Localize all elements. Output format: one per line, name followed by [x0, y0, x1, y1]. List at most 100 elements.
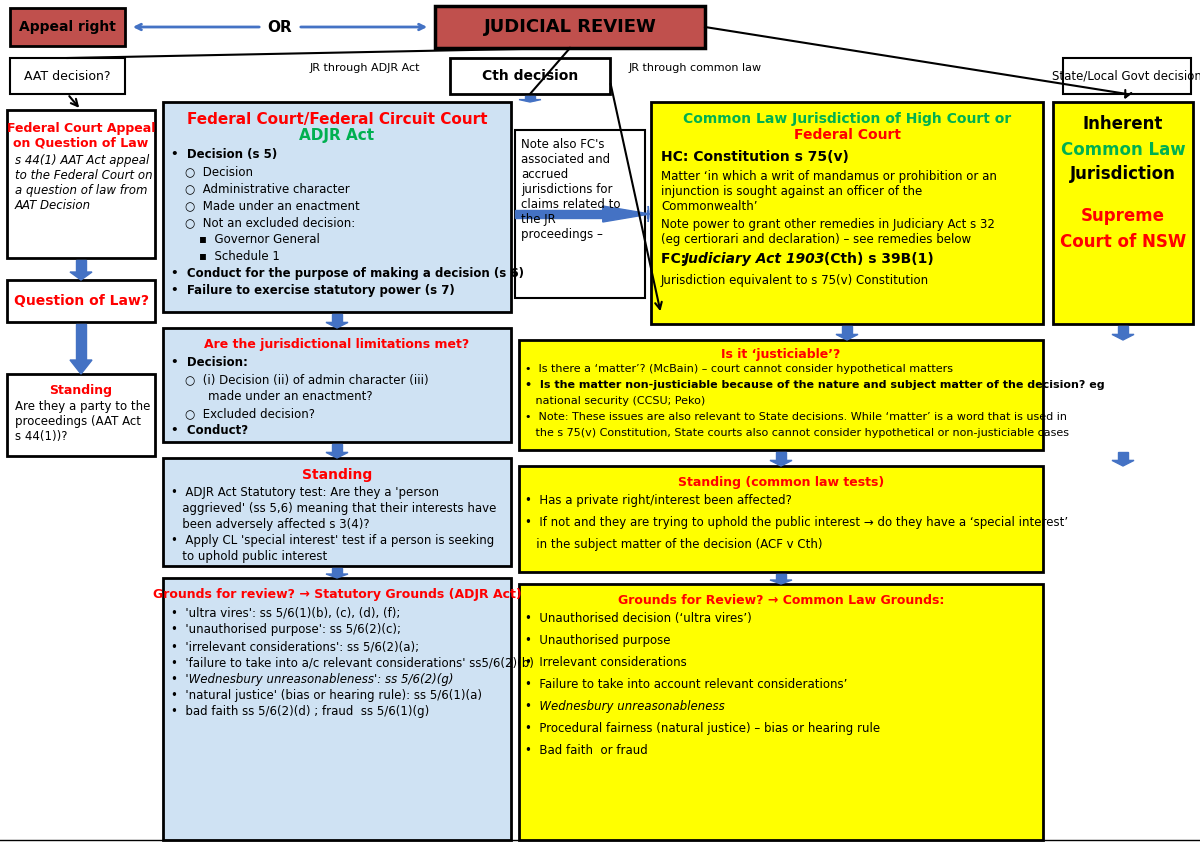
Text: JR through common law: JR through common law	[629, 63, 762, 73]
Text: ○  (i) Decision (ii) of admin character (iii): ○ (i) Decision (ii) of admin character (…	[185, 373, 428, 386]
FancyBboxPatch shape	[163, 458, 511, 566]
Text: Appeal right: Appeal right	[19, 20, 116, 34]
Polygon shape	[515, 211, 602, 217]
FancyBboxPatch shape	[7, 374, 155, 456]
Text: Jurisdiction: Jurisdiction	[1070, 165, 1176, 183]
Text: •  Procedural fairness (natural justice) – bias or hearing rule: • Procedural fairness (natural justice) …	[526, 722, 880, 735]
FancyBboxPatch shape	[7, 280, 155, 322]
Text: •  Decision:: • Decision:	[172, 356, 248, 369]
Text: s 44(1) AAT Act appeal
to the Federal Court on
a question of law from
AAT Decisi: s 44(1) AAT Act appeal to the Federal Co…	[14, 154, 152, 212]
FancyBboxPatch shape	[1063, 58, 1190, 94]
Text: been adversely affected s 3(4)?: been adversely affected s 3(4)?	[172, 518, 370, 531]
Polygon shape	[326, 574, 348, 578]
Text: •  Unauthorised decision (‘ultra vires’): • Unauthorised decision (‘ultra vires’)	[526, 612, 751, 625]
Text: •  'unauthorised purpose': ss 5/6(2)(c);: • 'unauthorised purpose': ss 5/6(2)(c);	[172, 623, 401, 636]
Polygon shape	[332, 444, 342, 453]
FancyBboxPatch shape	[163, 102, 511, 312]
Text: Inherent: Inherent	[1082, 115, 1163, 133]
Text: •  bad faith ss 5/6(2)(d) ; fraud  ss 5/6(1)(g): • bad faith ss 5/6(2)(d) ; fraud ss 5/6(…	[172, 705, 430, 718]
Text: national security (CCSU; Peko): national security (CCSU; Peko)	[526, 396, 706, 406]
Text: Supreme: Supreme	[1081, 207, 1165, 225]
Text: •  Decision (s 5): • Decision (s 5)	[172, 148, 277, 161]
Text: JR through ADJR Act: JR through ADJR Act	[310, 63, 420, 73]
Polygon shape	[326, 323, 348, 328]
Text: Are they a party to the
proceedings (AAT Act
s 44(1))?: Are they a party to the proceedings (AAT…	[14, 400, 150, 443]
Text: •  'failure to take into a/c relevant considerations' ss5/6(2)(b): • 'failure to take into a/c relevant con…	[172, 657, 534, 670]
Text: to uphold public interest: to uphold public interest	[172, 550, 328, 563]
Polygon shape	[776, 574, 786, 580]
Text: ○  Not an excluded decision:: ○ Not an excluded decision:	[185, 216, 355, 229]
Polygon shape	[1112, 460, 1134, 466]
Text: ▪  Schedule 1: ▪ Schedule 1	[199, 250, 280, 263]
FancyBboxPatch shape	[10, 58, 125, 94]
Polygon shape	[1118, 326, 1128, 335]
Text: •  ADJR Act Statutory test: Are they a 'person: • ADJR Act Statutory test: Are they a 'p…	[172, 486, 439, 499]
FancyBboxPatch shape	[520, 466, 1043, 572]
FancyBboxPatch shape	[163, 328, 511, 442]
Text: HC: Constitution s 75(v): HC: Constitution s 75(v)	[661, 150, 848, 164]
Text: ○  Decision: ○ Decision	[185, 165, 253, 178]
Text: •  'natural justice' (bias or hearing rule): ss 5/6(1)(a): • 'natural justice' (bias or hearing rul…	[172, 689, 482, 702]
Polygon shape	[526, 96, 535, 99]
Polygon shape	[76, 324, 86, 360]
Text: AAT decision?: AAT decision?	[24, 70, 110, 82]
Text: •  Bad faith  or fraud: • Bad faith or fraud	[526, 744, 648, 757]
FancyBboxPatch shape	[520, 584, 1043, 840]
Text: OR: OR	[268, 20, 293, 35]
Polygon shape	[602, 206, 650, 222]
FancyBboxPatch shape	[650, 102, 1043, 324]
Polygon shape	[770, 460, 792, 466]
Text: made under an enactment?: made under an enactment?	[193, 390, 373, 403]
Text: FC:: FC:	[661, 252, 691, 266]
Text: •  Conduct for the purpose of making a decision (s 6): • Conduct for the purpose of making a de…	[172, 267, 524, 280]
Text: Federal Court: Federal Court	[793, 128, 900, 142]
Text: •  Conduct?: • Conduct?	[172, 424, 248, 437]
Text: ○  Excluded decision?: ○ Excluded decision?	[185, 407, 314, 420]
Text: Jurisdiction equivalent to s 75(v) Constitution: Jurisdiction equivalent to s 75(v) Const…	[661, 274, 929, 287]
FancyBboxPatch shape	[163, 578, 511, 840]
Text: Note also FC's
associated and
accrued
jurisdictions for
claims related to
the JR: Note also FC's associated and accrued ju…	[521, 138, 620, 241]
Text: Common Law: Common Law	[1061, 141, 1186, 159]
Text: ○  Made under an enactment: ○ Made under an enactment	[185, 199, 360, 212]
Text: •  Failure to exercise statutory power (s 7): • Failure to exercise statutory power (s…	[172, 284, 455, 297]
Text: Standing (common law tests): Standing (common law tests)	[678, 476, 884, 489]
Text: •  Has a private right/interest been affected?: • Has a private right/interest been affe…	[526, 494, 792, 507]
Text: Note power to grant other remedies in Judiciary Act s 32
(eg certiorari and decl: Note power to grant other remedies in Ju…	[661, 218, 995, 246]
FancyBboxPatch shape	[450, 58, 610, 94]
Text: •  Apply CL 'special interest' test if a person is seeking: • Apply CL 'special interest' test if a …	[172, 534, 494, 547]
Text: Question of Law?: Question of Law?	[13, 294, 149, 308]
Text: •  'ultra vires': ss 5/6(1)(b), (c), (d), (f);: • 'ultra vires': ss 5/6(1)(b), (c), (d),…	[172, 606, 401, 619]
Text: •  'irrelevant considerations': ss 5/6(2)(a);: • 'irrelevant considerations': ss 5/6(2)…	[172, 640, 419, 653]
Text: •  If not and they are trying to uphold the public interest → do they have a ‘sp: • If not and they are trying to uphold t…	[526, 516, 1068, 529]
Text: •  Note: These issues are also relevant to State decisions. While ‘matter’ is a : • Note: These issues are also relevant t…	[526, 412, 1067, 422]
Text: •  Unauthorised purpose: • Unauthorised purpose	[526, 634, 671, 647]
Text: in the subject matter of the decision (ACF v Cth): in the subject matter of the decision (A…	[526, 538, 822, 551]
FancyBboxPatch shape	[515, 130, 646, 298]
Text: Cth decision: Cth decision	[482, 69, 578, 83]
Text: Standing: Standing	[49, 384, 113, 397]
Text: on Question of Law: on Question of Law	[13, 136, 149, 149]
Polygon shape	[770, 580, 792, 584]
Text: •  'Wednesbury unreasonableness': ss 5/6(2)(g): • 'Wednesbury unreasonableness': ss 5/6(…	[172, 673, 454, 686]
Text: Are the jurisdictional limitations met?: Are the jurisdictional limitations met?	[204, 338, 469, 351]
Text: Court of NSW: Court of NSW	[1060, 233, 1186, 251]
Text: aggrieved' (ss 5,6) meaning that their interests have: aggrieved' (ss 5,6) meaning that their i…	[172, 502, 497, 515]
Polygon shape	[326, 453, 348, 458]
Polygon shape	[520, 99, 541, 102]
Polygon shape	[842, 326, 852, 335]
Polygon shape	[1118, 452, 1128, 460]
Text: the s 75(v) Constitution, State courts also cannot consider hypothetical or non-: the s 75(v) Constitution, State courts a…	[526, 428, 1069, 438]
FancyBboxPatch shape	[436, 6, 706, 48]
Text: •  Is the matter non-justiciable because of the nature and subject matter of the: • Is the matter non-justiciable because …	[526, 380, 1105, 390]
Text: Grounds for review? → Statutory Grounds (ADJR Act): Grounds for review? → Statutory Grounds …	[152, 588, 521, 601]
Polygon shape	[70, 360, 92, 374]
Polygon shape	[332, 568, 342, 574]
Text: State/Local Govt decision: State/Local Govt decision	[1052, 70, 1200, 82]
Polygon shape	[647, 211, 648, 217]
Text: ▪  Governor General: ▪ Governor General	[199, 233, 320, 246]
Text: Federal Court/Federal Circuit Court: Federal Court/Federal Circuit Court	[187, 112, 487, 127]
FancyBboxPatch shape	[7, 110, 155, 258]
Polygon shape	[1112, 335, 1134, 340]
FancyBboxPatch shape	[10, 8, 125, 46]
Text: (Cth) s 39B(1): (Cth) s 39B(1)	[818, 252, 934, 266]
